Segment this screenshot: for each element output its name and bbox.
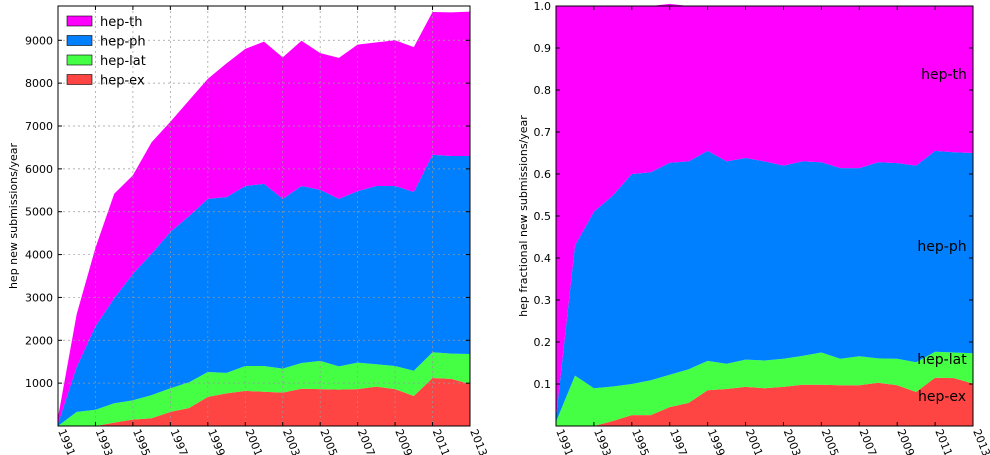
y-tick-label: 4000 (25, 249, 53, 262)
area-hep-ex (556, 377, 973, 426)
legend-label-hep-ph: hep-ph (100, 35, 146, 50)
plot-frame (57, 5, 471, 427)
y-tick-label: 2000 (25, 334, 53, 347)
y-tick-label: 0.4 (534, 252, 552, 265)
y-tick-label: 0.2 (534, 336, 552, 349)
x-tick-label: 1999 (705, 427, 728, 455)
area-hep-th (556, 3, 973, 418)
legend-swatch-hep-th (66, 15, 93, 27)
y-tick-label: 0.5 (534, 210, 552, 223)
x-tick-label: 1993 (93, 427, 116, 455)
legend-swatch-hep-lat (66, 54, 93, 66)
x-tick-label: 2013 (970, 427, 990, 455)
y-tick-label: 0.8 (534, 84, 552, 97)
x-tick-label: 2003 (280, 427, 303, 455)
y-tick-label: 6000 (25, 163, 53, 176)
legend-swatch-hep-ex (66, 74, 93, 85)
y-tick-label: 0.7 (534, 126, 552, 139)
absolute-submissions-chart: 1991 1993 1995 1997 1999 2001 2003 2005 2007 2009… (7, 5, 490, 455)
legend-label-hep-lat: hep-lat (100, 54, 146, 69)
y-axis-label: hep new submissions/year (7, 142, 20, 289)
area-hep-th (58, 11, 470, 424)
legend-swatch-hep-ph (66, 35, 93, 46)
y-tick-label: 1.0 (534, 0, 552, 13)
y-tick-label: 7000 (25, 120, 53, 133)
x-tick-label: 2005 (317, 427, 340, 455)
y-tick-label: 0.9 (534, 42, 552, 55)
x-tick-label: 1991 (553, 427, 576, 455)
x-tick-label: 2013 (467, 427, 490, 455)
x-tick-label: 2001 (743, 427, 766, 455)
area-label-hep-ex: hep-ex (918, 389, 966, 405)
y-tick-label: 3000 (25, 291, 53, 304)
area-hep-ph (556, 150, 973, 422)
x-tick-label: 2009 (894, 427, 917, 455)
area-label-hep-th: hep-th (921, 67, 967, 83)
x-tick-label: 1991 (55, 427, 78, 455)
legend-label-hep-th: hep-th (100, 15, 143, 30)
x-tick-label: 2009 (392, 427, 415, 455)
y-axis-label: hep fractional new submissions/year (517, 115, 530, 317)
y-tick-label: 0.6 (534, 168, 552, 181)
x-tick-label: 2005 (819, 427, 842, 455)
x-tick-label: 2011 (430, 427, 453, 455)
legend-label-hep-ex: hep-ex (100, 74, 145, 89)
y-tick-label: 8000 (25, 77, 53, 90)
y-tick-label: 9000 (25, 34, 53, 47)
x-tick-label: 2007 (856, 427, 879, 455)
fractional-submissions-chart: 1991 1993 1995 1997 1999 2001 2003 2005 2007 2009… (517, 0, 990, 455)
x-tick-label: 1993 (591, 427, 614, 455)
area-label-hep-lat: hep-lat (917, 352, 967, 368)
area-hep-lat (556, 351, 973, 426)
x-tick-label: 2007 (355, 427, 378, 455)
area-hep-ex (58, 378, 470, 426)
x-tick-label: 1995 (629, 427, 652, 455)
area-hep-lat (58, 352, 470, 426)
y-tick-label: 0.3 (534, 294, 552, 307)
x-tick-label: 1999 (205, 427, 228, 455)
x-tick-label: 2003 (781, 427, 804, 455)
x-tick-label: 1995 (130, 427, 153, 455)
x-tick-label: 1997 (168, 427, 191, 455)
y-tick-label: 1000 (25, 377, 53, 390)
x-tick-label: 2001 (242, 427, 265, 455)
y-tick-label: 5000 (25, 206, 53, 219)
y-tick-label: 0.1 (534, 378, 552, 391)
x-tick-label: 1997 (667, 427, 690, 455)
x-tick-label: 2011 (932, 427, 955, 455)
area-hep-ph (58, 154, 470, 426)
area-label-hep-ph: hep-ph (917, 239, 966, 255)
